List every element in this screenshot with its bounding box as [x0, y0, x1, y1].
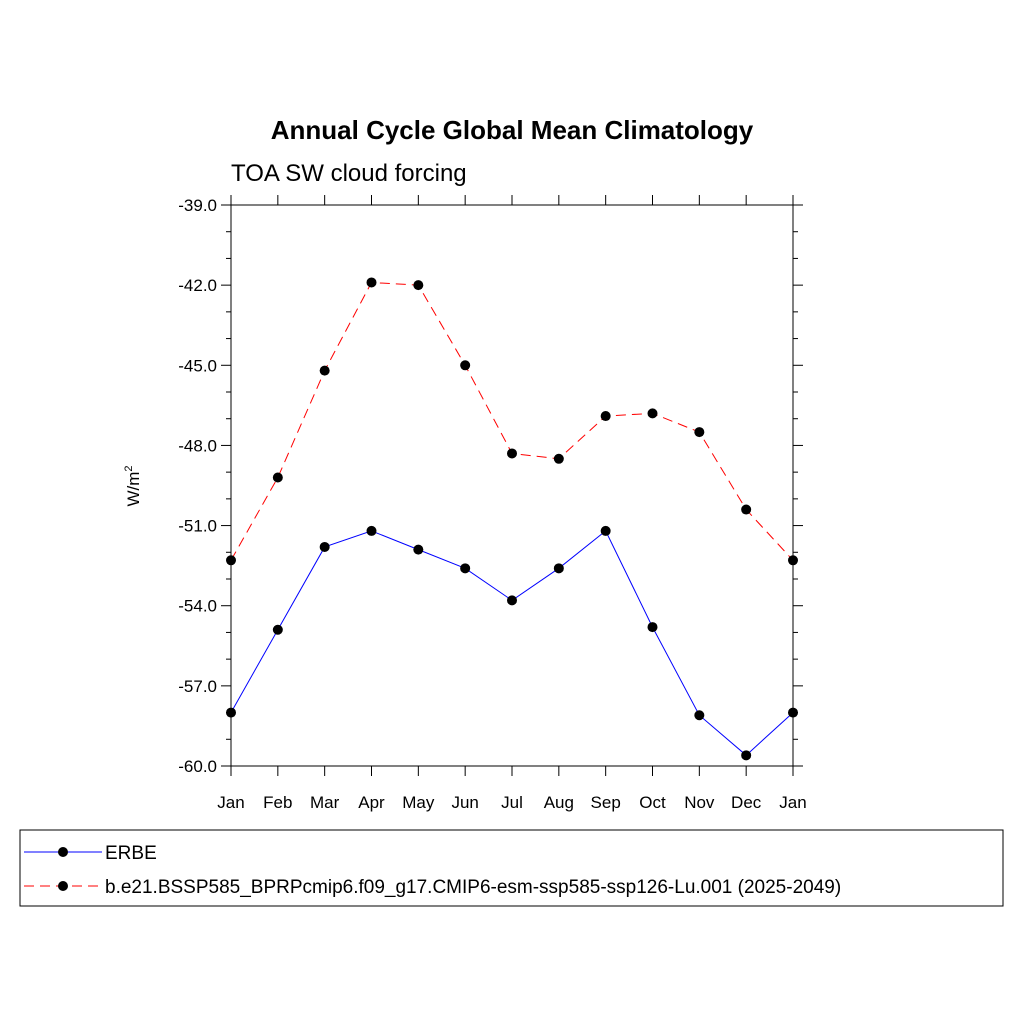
x-tick-label: Jan — [217, 793, 244, 812]
data-point — [366, 277, 377, 288]
legend-entries: ERBE b.e21.BSSP585_BPRPcmip6.f09_g17.CMIP… — [24, 843, 841, 898]
series-points — [226, 277, 798, 761]
data-point — [319, 365, 330, 376]
data-point — [507, 448, 517, 459]
data-point — [226, 707, 236, 718]
data-point — [741, 504, 752, 515]
series-line-1 — [230, 281, 794, 561]
x-tick-label: Jul — [501, 793, 523, 812]
data-point — [694, 710, 705, 721]
y-tick-label: -45.0 — [178, 356, 217, 375]
y-tick-label: -42.0 — [178, 276, 217, 295]
x-tick-label: Dec — [731, 793, 762, 812]
plot-frame — [230, 204, 794, 767]
data-point — [507, 595, 517, 606]
data-point — [788, 707, 798, 718]
data-point — [413, 280, 424, 291]
y-axis-label: W/m2 — [123, 465, 143, 506]
y-tick-label: -51.0 — [178, 517, 217, 536]
chart-title: Annual Cycle Global Mean Climatology — [271, 115, 754, 145]
legend-label: ERBE — [105, 843, 157, 864]
data-point — [788, 555, 798, 566]
data-point — [647, 408, 658, 419]
x-tick-label: Sep — [591, 793, 621, 812]
x-tick-label: Feb — [263, 793, 292, 812]
y-axis-label-unit: W/m — [124, 472, 143, 507]
x-tick-label: May — [402, 793, 435, 812]
data-point — [553, 453, 564, 464]
y-tick-label: -39.0 — [178, 196, 217, 215]
x-tick-label: Mar — [310, 793, 340, 812]
data-point — [272, 472, 283, 483]
data-point — [460, 563, 471, 574]
y-tick-label: -57.0 — [178, 677, 217, 696]
y-tick-label: -48.0 — [178, 436, 217, 455]
y-tick-label: -54.0 — [178, 597, 217, 616]
data-point — [460, 360, 471, 371]
data-point — [553, 563, 564, 574]
y-axis-label-superscript: 2 — [123, 465, 135, 471]
data-point — [600, 411, 611, 422]
data-point — [226, 555, 236, 566]
y-tick-label: -60.0 — [178, 757, 217, 776]
x-tick-label: Oct — [639, 793, 666, 812]
x-tick-label: Jan — [779, 793, 806, 812]
series-line-0 — [230, 530, 794, 756]
x-tick-label: Jun — [451, 793, 478, 812]
x-tick-label: Aug — [544, 793, 574, 812]
series-lines — [230, 281, 794, 756]
data-point — [319, 541, 330, 552]
data-point — [600, 525, 611, 536]
x-tick-label: Apr — [358, 793, 385, 812]
chart-subtitle: TOA SW cloud forcing — [231, 160, 467, 187]
legend-marker — [58, 881, 68, 891]
axes: Jan Feb Mar Apr May Jun Jul Aug Sep Oct Nov Dec Jan-… — [178, 195, 807, 812]
legend-marker — [58, 847, 68, 857]
data-point — [366, 525, 377, 536]
data-point — [272, 624, 283, 635]
data-point — [694, 427, 705, 438]
data-point — [741, 750, 752, 761]
data-point — [647, 622, 658, 633]
data-point — [413, 544, 424, 555]
legend-box — [19, 829, 1004, 907]
legend: ERBE b.e21.BSSP585_BPRPcmip6.f09_g17.CMIP… — [19, 829, 1004, 907]
x-tick-label: Nov — [684, 793, 715, 812]
legend-label: b.e21.BSSP585_BPRPcmip6.f09_g17.CMIP6-es… — [105, 877, 841, 898]
